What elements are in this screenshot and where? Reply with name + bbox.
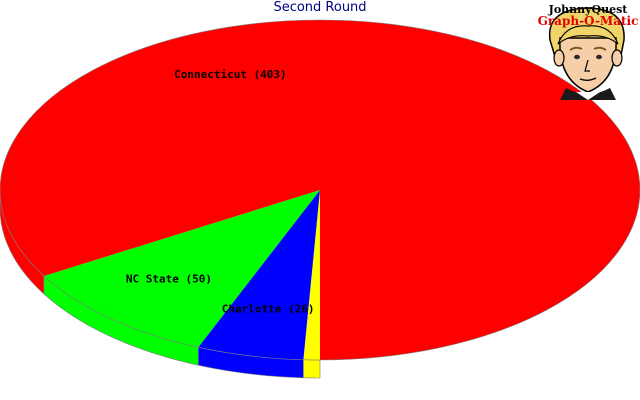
pie-slice-slice-0 — [303, 190, 320, 360]
graph-o-matic-logo: JohnnyQuest Graph-O-Matic — [536, 0, 640, 100]
logo-line1: JohnnyQuest — [548, 3, 628, 16]
pie-slice-charlotte — [198, 190, 320, 360]
logo-line2: Graph-O-Matic — [537, 14, 639, 28]
pie-rim — [0, 19, 640, 361]
cartoon-boy-face-icon — [548, 7, 625, 100]
slice-label-nc-state: NC State (50) — [126, 272, 212, 285]
slice-label-charlotte: Charlotte (26) — [222, 303, 315, 316]
pie-tops — [0, 19, 640, 361]
slice-label-connecticut: Connecticut (403) — [174, 68, 287, 81]
pie-labels: Charlotte (26) NC State (50) Connecticut (… — [126, 68, 315, 316]
chart-title: Second Round — [273, 0, 367, 15]
pie-side-slice-0 — [303, 359, 321, 379]
pie-slice-nc-state — [43, 190, 321, 348]
pie-slice-connecticut — [0, 20, 640, 360]
